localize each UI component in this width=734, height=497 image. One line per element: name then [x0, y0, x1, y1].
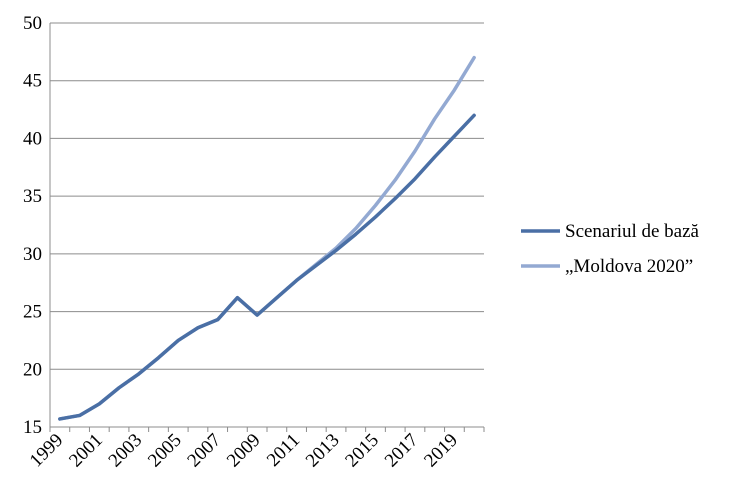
y-tick-label-15: 15 [23, 417, 42, 438]
x-tick-label-2015: 2015 [341, 430, 383, 472]
legend-label-2: „Moldova 2020” [565, 256, 693, 277]
y-tick-labels: 15 20 25 30 35 40 45 50 [23, 13, 42, 438]
x-tick-label-2003: 2003 [105, 430, 147, 472]
x-tick-label-2009: 2009 [223, 430, 265, 472]
y-tick-label-40: 40 [23, 128, 42, 149]
series-line-1 [58, 113, 476, 421]
axes [49, 23, 485, 432]
y-tick-label-20: 20 [23, 359, 42, 380]
x-tick-label-2019: 2019 [420, 430, 462, 472]
y-tick-label-50: 50 [23, 13, 42, 34]
x-tick-label-2013: 2013 [302, 430, 344, 472]
y-tick-label-30: 30 [23, 244, 42, 265]
x-tick-label-2017: 2017 [381, 430, 423, 472]
legend-label-1: Scenariul de bază [565, 221, 700, 242]
x-tick-label-2005: 2005 [144, 430, 186, 472]
y-tick-label-45: 45 [23, 71, 42, 92]
series-line-2 [58, 55, 476, 421]
y-tick-label-35: 35 [23, 186, 42, 207]
x-tick-label-2011: 2011 [263, 430, 304, 471]
grid-lines [50, 22, 484, 370]
y-tick-label-25: 25 [23, 302, 42, 323]
x-tick-labels: 1999200120032005200720092011201320152017… [26, 430, 462, 472]
legend: Scenariul de bază „Moldova 2020” [521, 221, 700, 277]
x-tick-label-2001: 2001 [65, 430, 107, 472]
x-tick-label-2007: 2007 [183, 430, 225, 472]
series-lines [58, 55, 476, 421]
